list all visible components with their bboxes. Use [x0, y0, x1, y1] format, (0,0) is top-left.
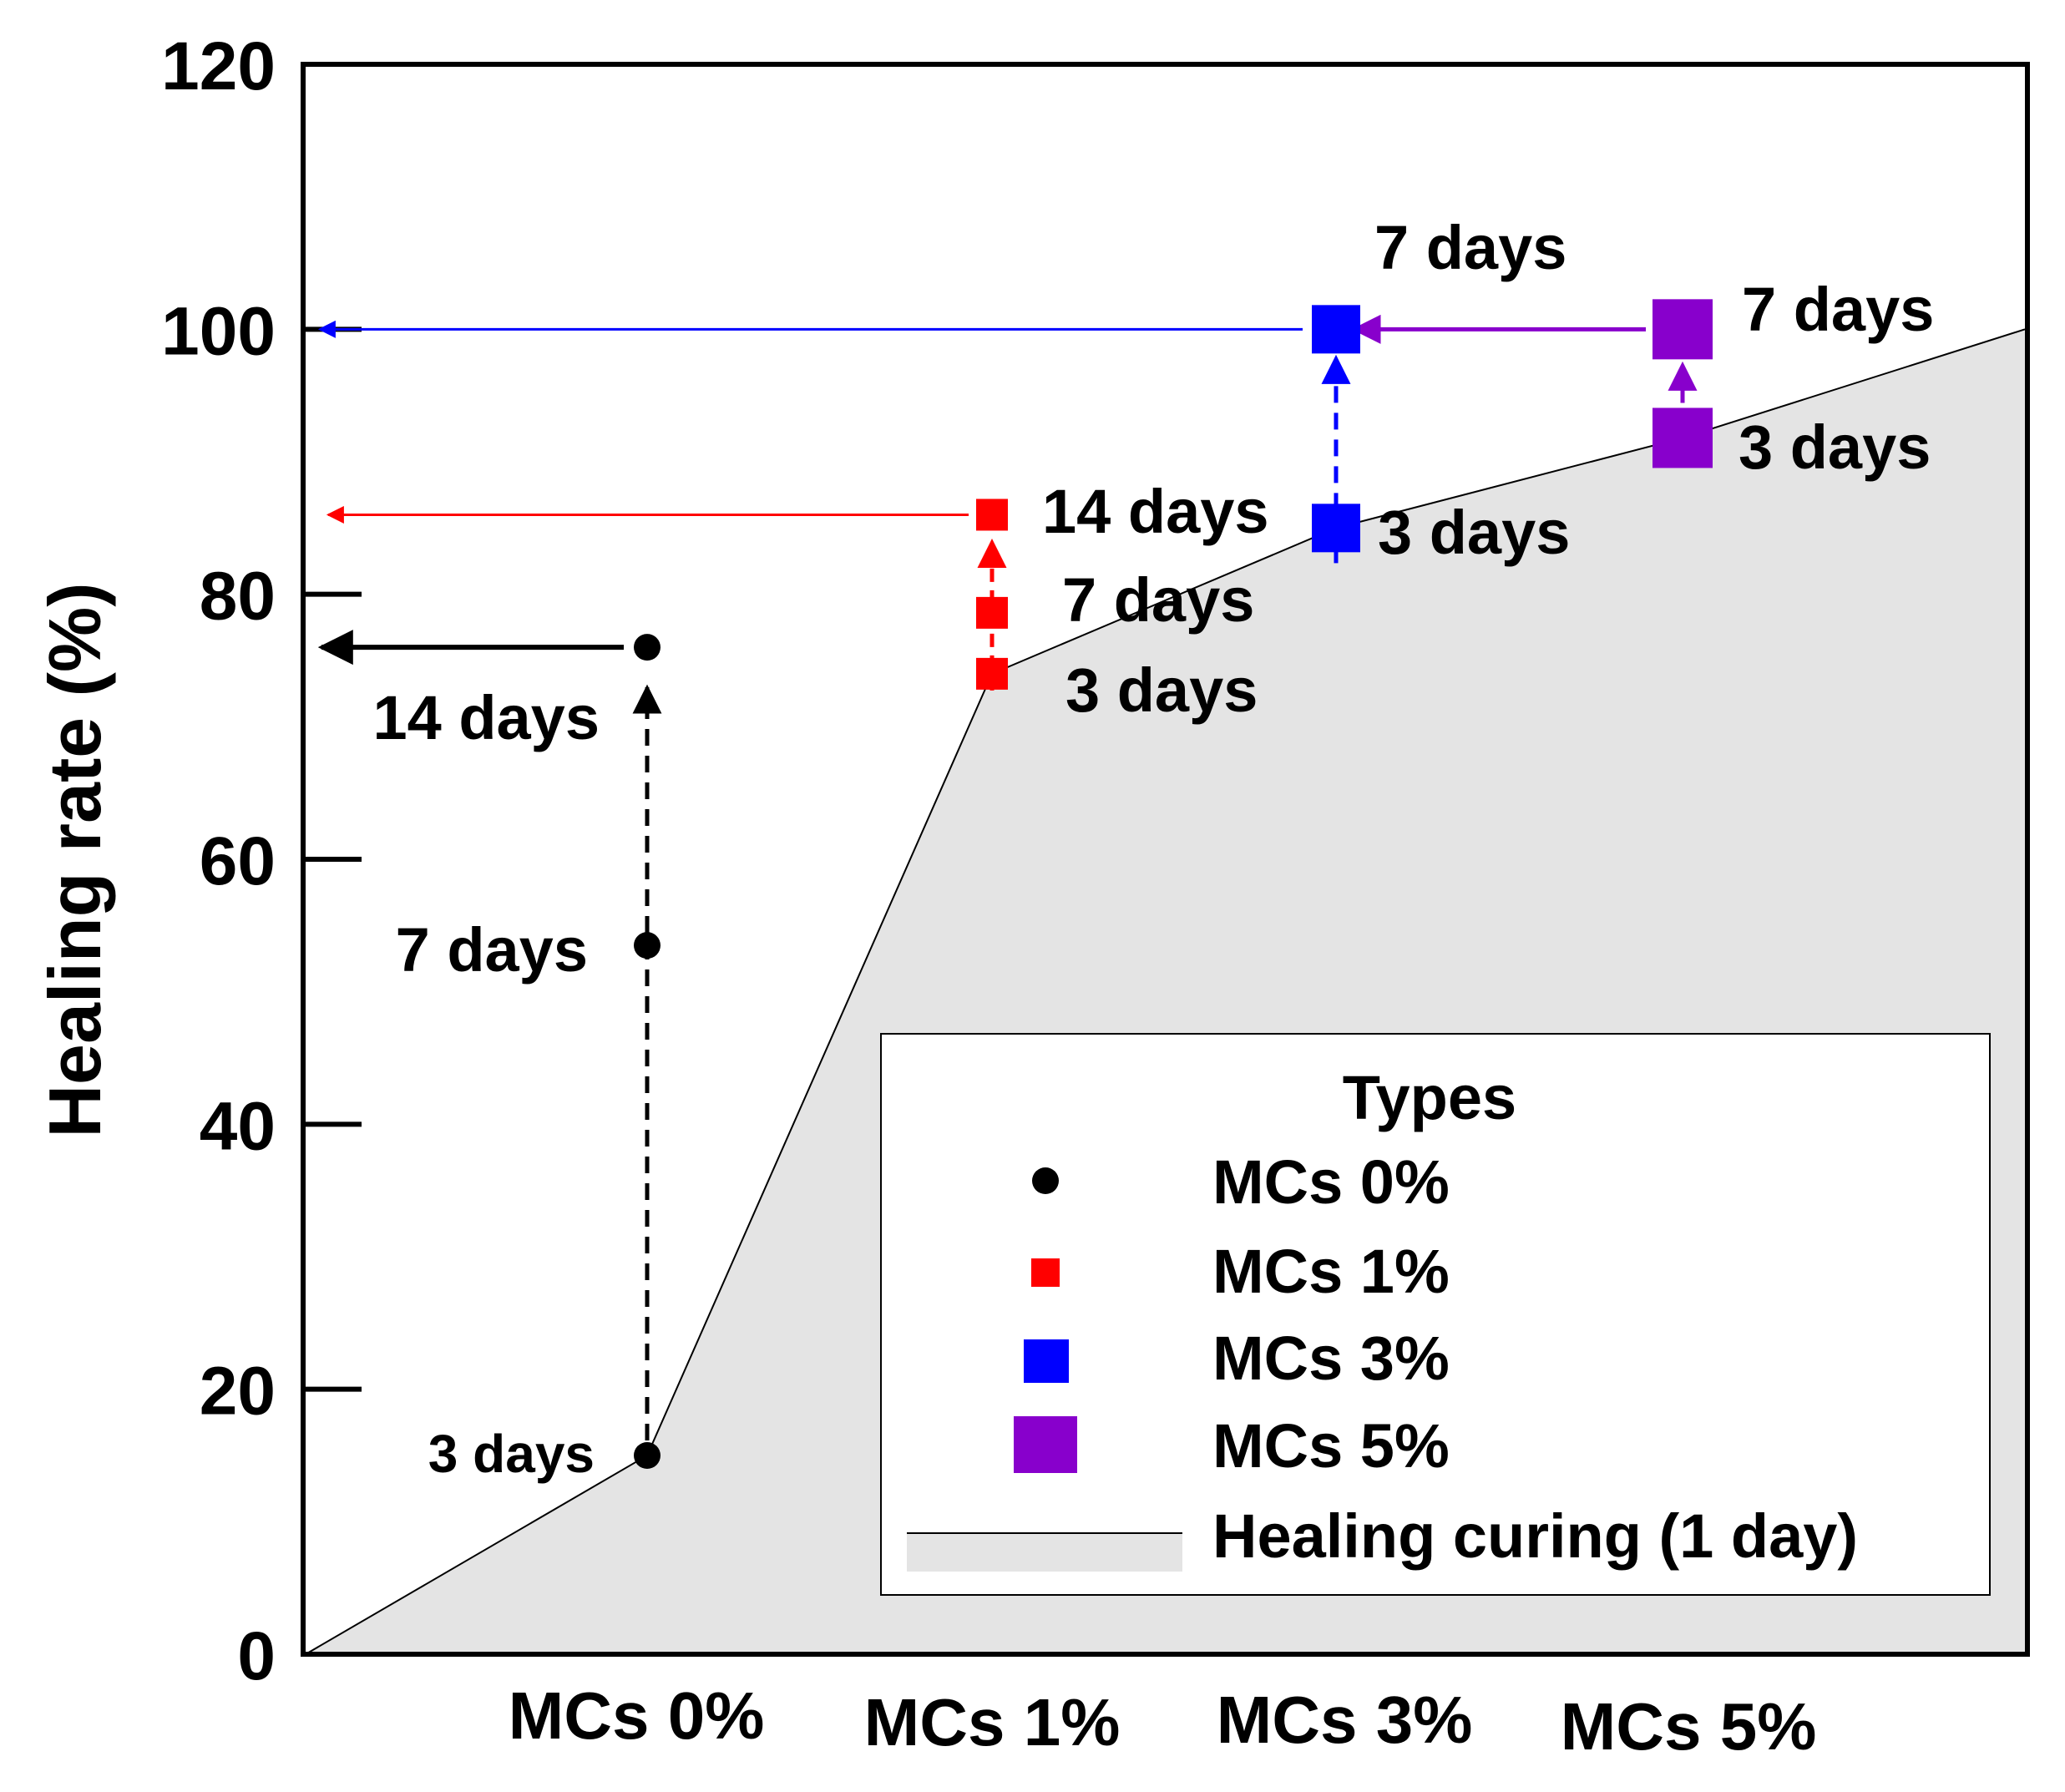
legend-title: Types: [1343, 1063, 1516, 1132]
point-mcs-1-7-days: [976, 596, 1008, 629]
x-category-label-mcs-1: MCs 1%: [864, 1685, 1121, 1759]
y-tick-label-120: 120: [161, 28, 276, 104]
x-category-label-mcs-0: MCs 0%: [509, 1678, 765, 1753]
point-mcs-5-7-days: [1653, 299, 1713, 360]
label-mcs-1-14-days: 14 days: [1042, 477, 1269, 546]
x-category-label-mcs-5: MCs 5%: [1561, 1689, 1817, 1764]
label-mcs-5-7-days: 7 days: [1742, 275, 1934, 344]
legend-marker-area: [907, 1533, 1182, 1572]
label-mcs-0-14-days: 14 days: [372, 683, 600, 752]
point-mcs-0-14-days: [634, 634, 660, 661]
label-mcs-5-3-days: 3 days: [1739, 413, 1931, 482]
y-axis: 0 20 40 60 80 100 120: [161, 28, 362, 1694]
point-mcs-3-7-days: [1312, 305, 1360, 354]
y-tick-label-100: 100: [161, 293, 276, 369]
legend-label-mcs-0: MCs 0%: [1212, 1147, 1450, 1217]
y-tick-label-20: 20: [200, 1354, 276, 1430]
label-mcs-1-3-days: 3 days: [1065, 656, 1258, 725]
label-mcs-0-7-days: 7 days: [396, 915, 588, 985]
label-mcs-1-7-days: 7 days: [1062, 565, 1254, 635]
data-points: [634, 299, 1713, 1469]
point-mcs-1-14-days: [976, 499, 1008, 531]
legend-marker-mcs-5: [1014, 1416, 1077, 1473]
label-mcs-3-3-days: 3 days: [1378, 498, 1570, 567]
y-tick-label-0: 0: [237, 1618, 276, 1694]
label-mcs-3-7-days: 7 days: [1374, 213, 1566, 282]
legend-box: [880, 1033, 1991, 1596]
legend-marker-mcs-3: [1024, 1339, 1069, 1383]
legend-label-mcs-5: MCs 5%: [1212, 1411, 1450, 1481]
legend: Types MCs 0% MCs 1% MCs 3% MCs 5% Healin…: [880, 1033, 1991, 1596]
y-axis-title: Healing rate (%): [33, 582, 116, 1137]
point-mcs-1-3-days: [976, 657, 1008, 690]
day-annotations: 3 days 7 days 14 days 3 days 7 days 14 d…: [372, 213, 1934, 1484]
y-tick-label-80: 80: [200, 559, 276, 635]
point-mcs-0-3-days: [634, 1442, 660, 1469]
x-category-label-mcs-3: MCs 3%: [1217, 1683, 1473, 1757]
y-tick-label-60: 60: [200, 823, 276, 899]
legend-marker-mcs-0: [1032, 1167, 1059, 1194]
point-mcs-3-3-days: [1312, 504, 1360, 553]
legend-label-healing-curing: Healing curing (1 day): [1212, 1501, 1858, 1571]
label-mcs-0-3-days: 3 days: [428, 1424, 595, 1484]
healing-curing-line: [305, 328, 2026, 1655]
y-tick-label-40: 40: [200, 1088, 276, 1164]
legend-label-mcs-1: MCs 1%: [1212, 1237, 1450, 1306]
point-mcs-0-7-days: [634, 932, 660, 959]
legend-label-mcs-3: MCs 3%: [1212, 1324, 1450, 1393]
point-mcs-5-3-days: [1653, 408, 1713, 468]
legend-marker-mcs-1: [1031, 1258, 1060, 1287]
